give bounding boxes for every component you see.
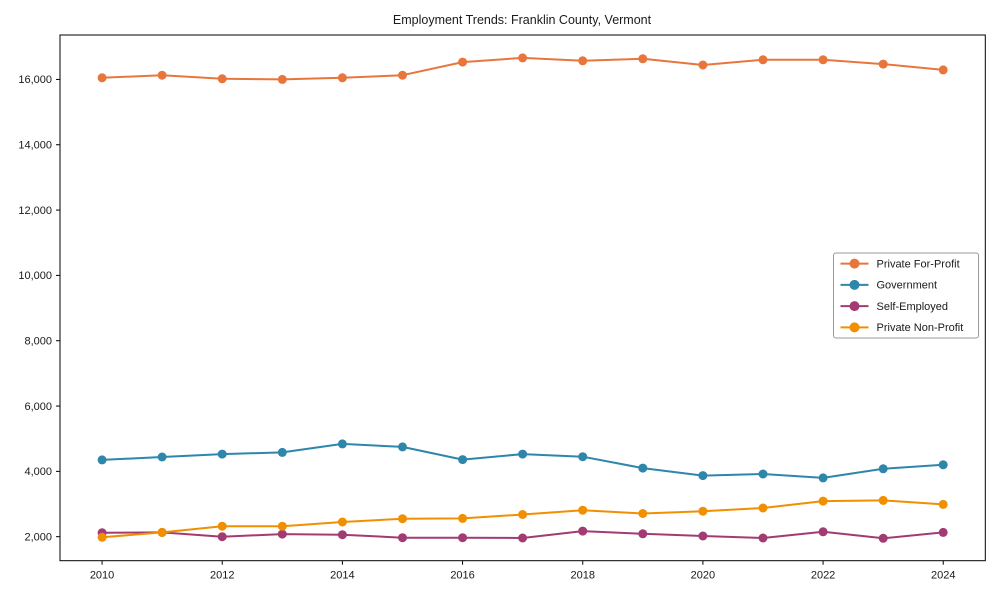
data-point <box>758 533 768 543</box>
data-point <box>698 60 708 70</box>
legend-item: Private For-Profit <box>840 258 960 270</box>
data-point <box>217 449 227 459</box>
legend-marker <box>849 258 860 269</box>
legend-item: Government <box>840 279 938 292</box>
y-tick-label: 16,000 <box>18 74 52 86</box>
data-point <box>518 533 528 543</box>
y-tick-label: 6,000 <box>24 401 52 413</box>
legend: Private For-Profit Government Self-Employe… <box>833 252 979 339</box>
data-point <box>938 65 948 75</box>
data-point <box>578 56 588 66</box>
data-point <box>398 442 407 452</box>
data-point <box>758 469 768 479</box>
data-point <box>818 496 828 506</box>
data-point <box>518 449 528 459</box>
data-point <box>878 464 888 474</box>
legend-item: Private Non-Profit <box>840 322 964 334</box>
legend-marker <box>849 279 860 290</box>
x-axis: 2010 2012 2014 2016 2018 2020 2022 2024 <box>90 560 955 582</box>
data-point <box>818 473 828 483</box>
data-point <box>337 517 347 527</box>
data-point <box>638 529 648 539</box>
plot-border <box>59 34 986 562</box>
data-point <box>157 70 167 80</box>
data-point <box>458 533 468 543</box>
y-tick-label: 4,000 <box>24 466 52 478</box>
data-point <box>217 521 227 531</box>
x-tick-label: 2022 <box>811 570 835 582</box>
data-point <box>97 455 107 465</box>
data-point <box>818 527 828 537</box>
chart-title: Employment Trends: Franklin County, Verm… <box>393 13 652 27</box>
data-point <box>337 530 347 540</box>
y-tick-label: 14,000 <box>18 140 52 152</box>
data-point <box>157 527 167 537</box>
data-point <box>638 509 648 518</box>
data-point <box>698 471 708 481</box>
y-tick-label: 2,000 <box>24 531 52 543</box>
data-point <box>97 532 107 542</box>
x-tick-label: 2012 <box>210 570 234 582</box>
legend-item: Self-Employed <box>840 301 949 313</box>
legend-marker <box>849 322 860 333</box>
y-axis: 2,000 4,000 6,000 8,000 10,000 12,000 14,000 16… <box>18 74 60 543</box>
data-point <box>878 533 888 543</box>
data-point <box>518 53 528 63</box>
x-tick-label: 2024 <box>931 570 955 582</box>
data-point <box>277 529 287 539</box>
data-point <box>638 54 648 64</box>
x-tick-label: 2010 <box>90 570 114 582</box>
series-line-government <box>102 442 944 479</box>
data-point <box>277 74 287 84</box>
x-tick-label: 2020 <box>691 570 715 582</box>
legend-box <box>833 252 979 339</box>
data-point <box>878 59 888 69</box>
data-point <box>758 503 768 513</box>
legend-marker <box>849 301 860 312</box>
data-point <box>878 495 888 505</box>
x-tick-label: 2018 <box>570 570 594 582</box>
x-tick-label: 2016 <box>450 570 474 582</box>
data-point <box>458 455 468 465</box>
data-point <box>818 55 828 65</box>
data-point <box>337 73 347 83</box>
data-point <box>758 55 768 65</box>
x-tick-label: 2014 <box>330 570 354 582</box>
data-point <box>578 452 588 462</box>
data-point <box>398 533 407 543</box>
data-point <box>458 57 468 67</box>
data-point <box>277 447 287 457</box>
data-point <box>157 452 167 462</box>
y-tick-label: 12,000 <box>18 205 52 217</box>
data-point <box>398 514 407 524</box>
data-point <box>217 74 227 84</box>
legend-label: Self-Employed <box>877 301 949 313</box>
legend-label: Private Non-Profit <box>877 322 964 334</box>
y-tick-label: 10,000 <box>18 270 52 282</box>
data-point <box>97 73 107 83</box>
data-point <box>217 532 227 542</box>
data-point <box>578 526 588 536</box>
series-lines <box>97 53 948 543</box>
data-point <box>938 527 948 537</box>
y-tick-label: 8,000 <box>24 336 52 348</box>
data-point <box>698 506 708 516</box>
data-point <box>698 531 708 541</box>
legend-label: Government <box>877 280 938 292</box>
data-point <box>578 505 588 515</box>
data-point <box>638 463 648 473</box>
legend-label: Private For-Profit <box>877 258 960 270</box>
data-point <box>458 513 468 523</box>
data-point <box>337 439 347 449</box>
data-point <box>938 460 948 470</box>
data-point <box>518 510 528 519</box>
data-point <box>938 499 948 509</box>
data-point <box>277 521 287 531</box>
data-point <box>398 70 407 80</box>
